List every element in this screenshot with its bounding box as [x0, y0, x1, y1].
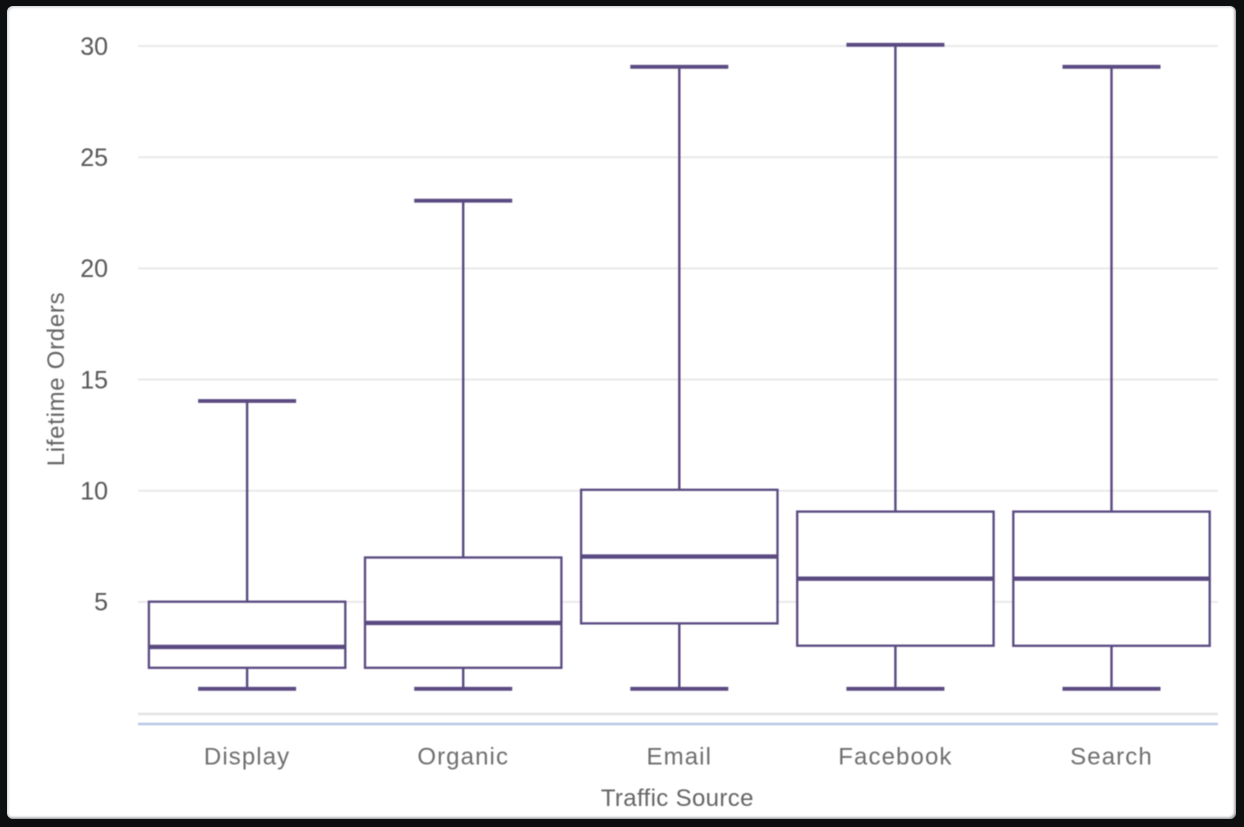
- svg-text:Traffic Source: Traffic Source: [601, 785, 754, 812]
- svg-text:15: 15: [80, 366, 108, 394]
- svg-text:Lifetime Orders: Lifetime Orders: [43, 292, 70, 467]
- svg-text:Display: Display: [204, 744, 290, 771]
- svg-text:5: 5: [94, 589, 108, 617]
- svg-text:10: 10: [80, 478, 108, 506]
- svg-text:Organic: Organic: [417, 744, 509, 771]
- svg-text:20: 20: [80, 255, 108, 283]
- svg-text:Email: Email: [647, 744, 713, 771]
- svg-text:30: 30: [80, 33, 108, 61]
- svg-text:Search: Search: [1070, 744, 1153, 771]
- svg-text:25: 25: [80, 144, 108, 172]
- svg-text:Facebook: Facebook: [838, 744, 952, 771]
